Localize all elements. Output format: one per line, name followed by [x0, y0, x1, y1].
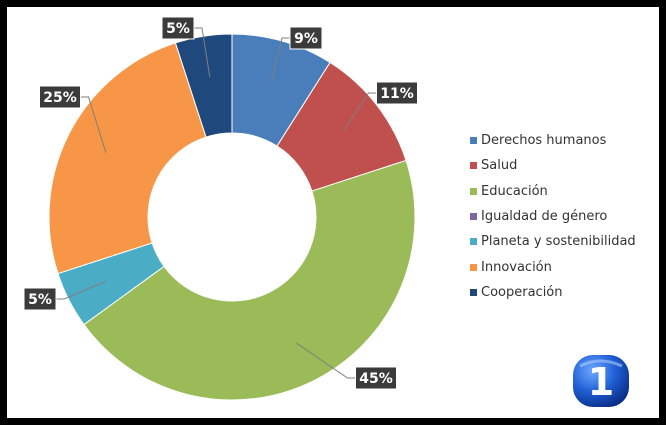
legend-item-derechos-humanos: Derechos humanos [470, 128, 636, 153]
legend-label: Educación [481, 183, 548, 199]
leader-line-educacion [295, 342, 356, 379]
legend-swatch [470, 162, 477, 170]
legend-item-planeta-y-sostenibilidad: Planeta y sostenibilidad [470, 229, 636, 254]
slice-educacion [83, 159, 416, 401]
legend-label: Innovación [481, 259, 552, 275]
logo-number: 1 [588, 360, 614, 404]
legend-item-igualdad-de-genero: Igualdad de género [470, 204, 636, 229]
data-label-salud: 11% [376, 81, 418, 105]
tve-channel-1-logo-icon: 1 [570, 352, 632, 410]
leader-line-innovacion [80, 96, 107, 153]
legend-label: Igualdad de género [481, 209, 608, 225]
legend-item-salud: Salud [470, 153, 636, 178]
legend-item-educacion: Educación [470, 179, 636, 204]
legend-label: Cooperación [481, 284, 563, 300]
legend-swatch [470, 187, 477, 195]
legend-item-innovacion: Innovación [470, 254, 636, 279]
legend-label: Salud [481, 158, 518, 174]
data-label-text: 45% [359, 371, 393, 387]
legend-swatch [470, 238, 477, 246]
data-label-educacion: 45% [355, 366, 397, 390]
legend-swatch [470, 263, 477, 271]
data-label-text: 5% [28, 292, 52, 308]
legend-swatch [470, 213, 477, 221]
legend-swatch [470, 137, 477, 145]
data-label-text: 11% [380, 86, 414, 102]
data-label-planeta-y-sostenibilidad: 5% [23, 287, 57, 311]
data-label-derechos-humanos: 9% [289, 26, 323, 50]
data-label-text: 9% [294, 31, 318, 47]
leader-lines [56, 27, 377, 379]
leader-line-salud [343, 92, 377, 131]
legend-swatch [470, 288, 477, 296]
leader-line-cooperacion [194, 27, 211, 78]
data-labels: 9% 11% 45% 5% 25% 5% [23, 16, 418, 390]
legend-label: Planeta y sostenibilidad [481, 234, 636, 250]
data-label-cooperacion: 5% [161, 16, 195, 40]
chart-legend: Derechos humanos Salud Educación Igualdad d… [470, 128, 636, 305]
data-label-innovacion: 25% [39, 85, 81, 109]
data-label-text: 25% [43, 90, 77, 106]
data-label-text: 5% [166, 21, 190, 37]
leader-line-planeta-y-sostenibilidad [56, 280, 107, 300]
leader-line-derechos-humanos [270, 37, 290, 82]
legend-label: Derechos humanos [481, 133, 607, 149]
slice-innovacion [48, 42, 207, 275]
legend-item-cooperacion: Cooperación [470, 280, 636, 305]
donut-slices [48, 33, 416, 401]
